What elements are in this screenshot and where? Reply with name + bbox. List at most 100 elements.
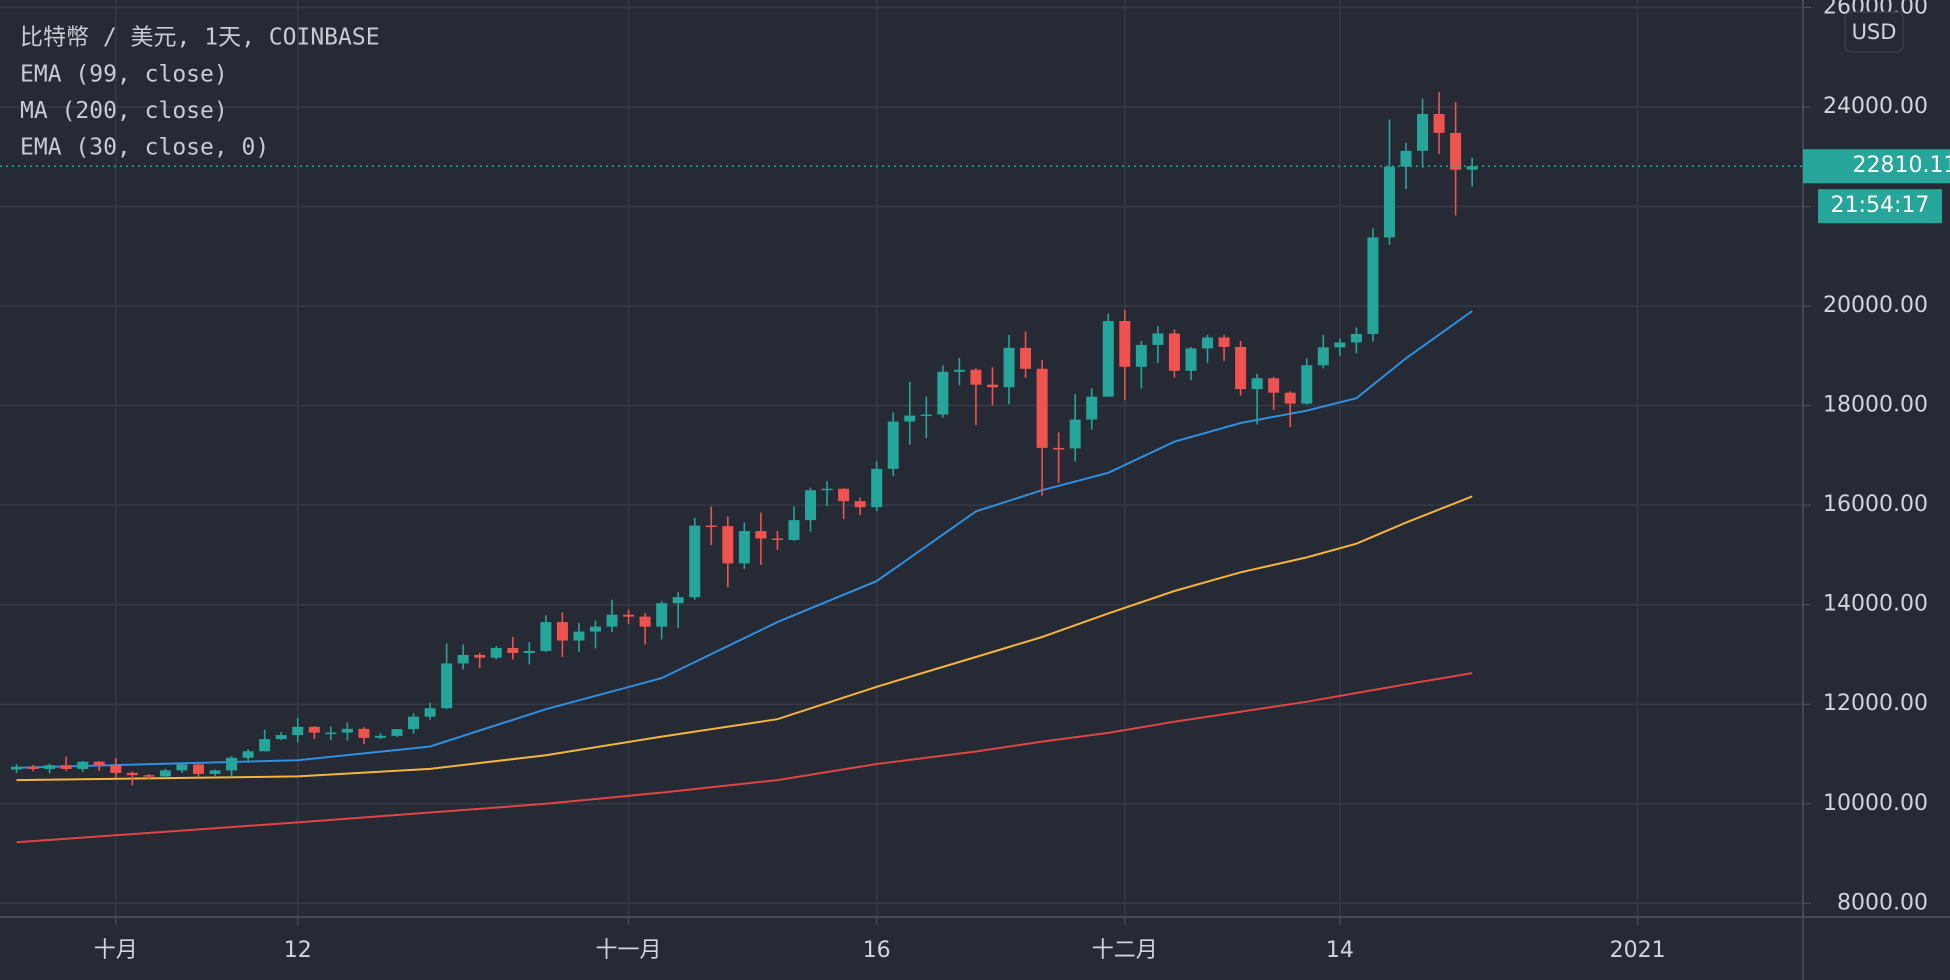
candle-body (1202, 337, 1214, 349)
candle-body (1433, 113, 1445, 133)
candle-body (1400, 150, 1412, 167)
candle-body (1168, 333, 1180, 371)
candles (11, 92, 1478, 786)
candle-body (788, 520, 800, 540)
candle-body (1119, 321, 1131, 367)
candle-body (192, 764, 204, 774)
legend-entry: EMA (30, close, 0) (20, 135, 269, 161)
candle-body (259, 739, 271, 752)
candle-body (1450, 132, 1462, 170)
y-tick-label: 18000.00 (1823, 393, 1928, 418)
candle-body (523, 650, 535, 653)
candle-body (986, 384, 998, 388)
candle-body (854, 501, 866, 508)
candle-body (474, 654, 486, 658)
currency-label: USD (1852, 20, 1897, 44)
candle-body (424, 708, 436, 717)
candle-body (1383, 166, 1395, 238)
legend: EMA (99, close) MA (200, close) EMA (30, c… (20, 62, 269, 161)
candle-body (391, 729, 403, 736)
x-tick-label: 12 (284, 938, 312, 963)
candle-body (341, 728, 353, 733)
x-tick-label: 十二月 (1092, 938, 1158, 963)
indicator-line (16, 495, 1473, 782)
candle-body (226, 757, 238, 771)
candle-body (672, 597, 684, 604)
candle-body (639, 616, 651, 627)
candle-body (358, 728, 370, 738)
candle-body (1350, 333, 1362, 343)
candle-body (1086, 396, 1098, 420)
candle-body (143, 775, 155, 777)
candle-body (292, 726, 304, 736)
candle-body (738, 531, 750, 564)
y-tick-label: 24000.00 (1823, 94, 1928, 119)
price-tags: 22810.11 21:54:17 (0, 149, 1950, 224)
candle-body (1102, 321, 1114, 397)
candle-body (689, 525, 701, 598)
x-tick-label: 14 (1326, 938, 1354, 963)
candle-body (1036, 368, 1048, 448)
y-tick-label: 8000.00 (1837, 890, 1928, 915)
last-price-label: 22810.11 (1853, 153, 1950, 178)
candle-body (1218, 337, 1230, 347)
candle-body (1301, 365, 1313, 404)
candle-body (1334, 342, 1346, 348)
y-tick-label: 20000.00 (1823, 293, 1928, 318)
candle-body (93, 761, 105, 765)
candle-body (126, 772, 138, 776)
x-tick-label: 2021 (1610, 938, 1666, 963)
candle-body (110, 764, 122, 773)
candle-body (722, 526, 734, 564)
candle-body (1251, 378, 1263, 390)
candle-body (970, 369, 982, 385)
candle-body (953, 369, 965, 372)
candle-body (904, 415, 916, 422)
y-tick-label: 12000.00 (1823, 691, 1928, 716)
candle-body (623, 614, 635, 617)
candle-body (457, 654, 469, 664)
indicator-lines (16, 310, 1473, 844)
y-tick-label: 10000.00 (1823, 791, 1928, 816)
candle-body (1317, 347, 1329, 366)
candle-body (408, 716, 420, 730)
candle-body (838, 488, 850, 502)
candle-body (325, 732, 337, 735)
candle-body (44, 765, 56, 769)
candle-body (1367, 237, 1379, 334)
candle-body (1053, 447, 1065, 450)
candle-body (771, 538, 783, 541)
x-tick-label: 16 (863, 938, 891, 963)
candle-body (920, 414, 932, 417)
candle-body (821, 488, 833, 491)
candle-body (1135, 344, 1147, 367)
candle-body (937, 371, 949, 415)
candle-body (1284, 392, 1296, 404)
candle-body (1235, 346, 1247, 390)
indicator-line (16, 310, 1473, 769)
x-tick-label: 十月 (94, 938, 138, 963)
countdown-tag (1818, 189, 1942, 224)
candle-body (1003, 347, 1015, 388)
last-price-tag (1803, 149, 1950, 184)
candle-body (11, 766, 23, 770)
candle-body (1069, 419, 1081, 449)
countdown-label: 21:54:17 (1831, 193, 1930, 218)
x-tick-label: 十一月 (596, 938, 662, 963)
candle-body (1268, 378, 1280, 393)
candle-body (606, 614, 618, 627)
candle-body (374, 735, 386, 738)
candle-body (589, 626, 601, 632)
currency-badge[interactable] (1844, 11, 1904, 53)
candle-body (1185, 348, 1197, 371)
indicator-line (16, 672, 1473, 844)
candle-body (887, 421, 899, 469)
candle-body (308, 726, 320, 733)
candle-body (77, 761, 89, 769)
candle-body (275, 735, 287, 740)
y-tick-label: 14000.00 (1823, 592, 1928, 617)
candle-body (1466, 166, 1478, 170)
candle-body (755, 531, 767, 539)
